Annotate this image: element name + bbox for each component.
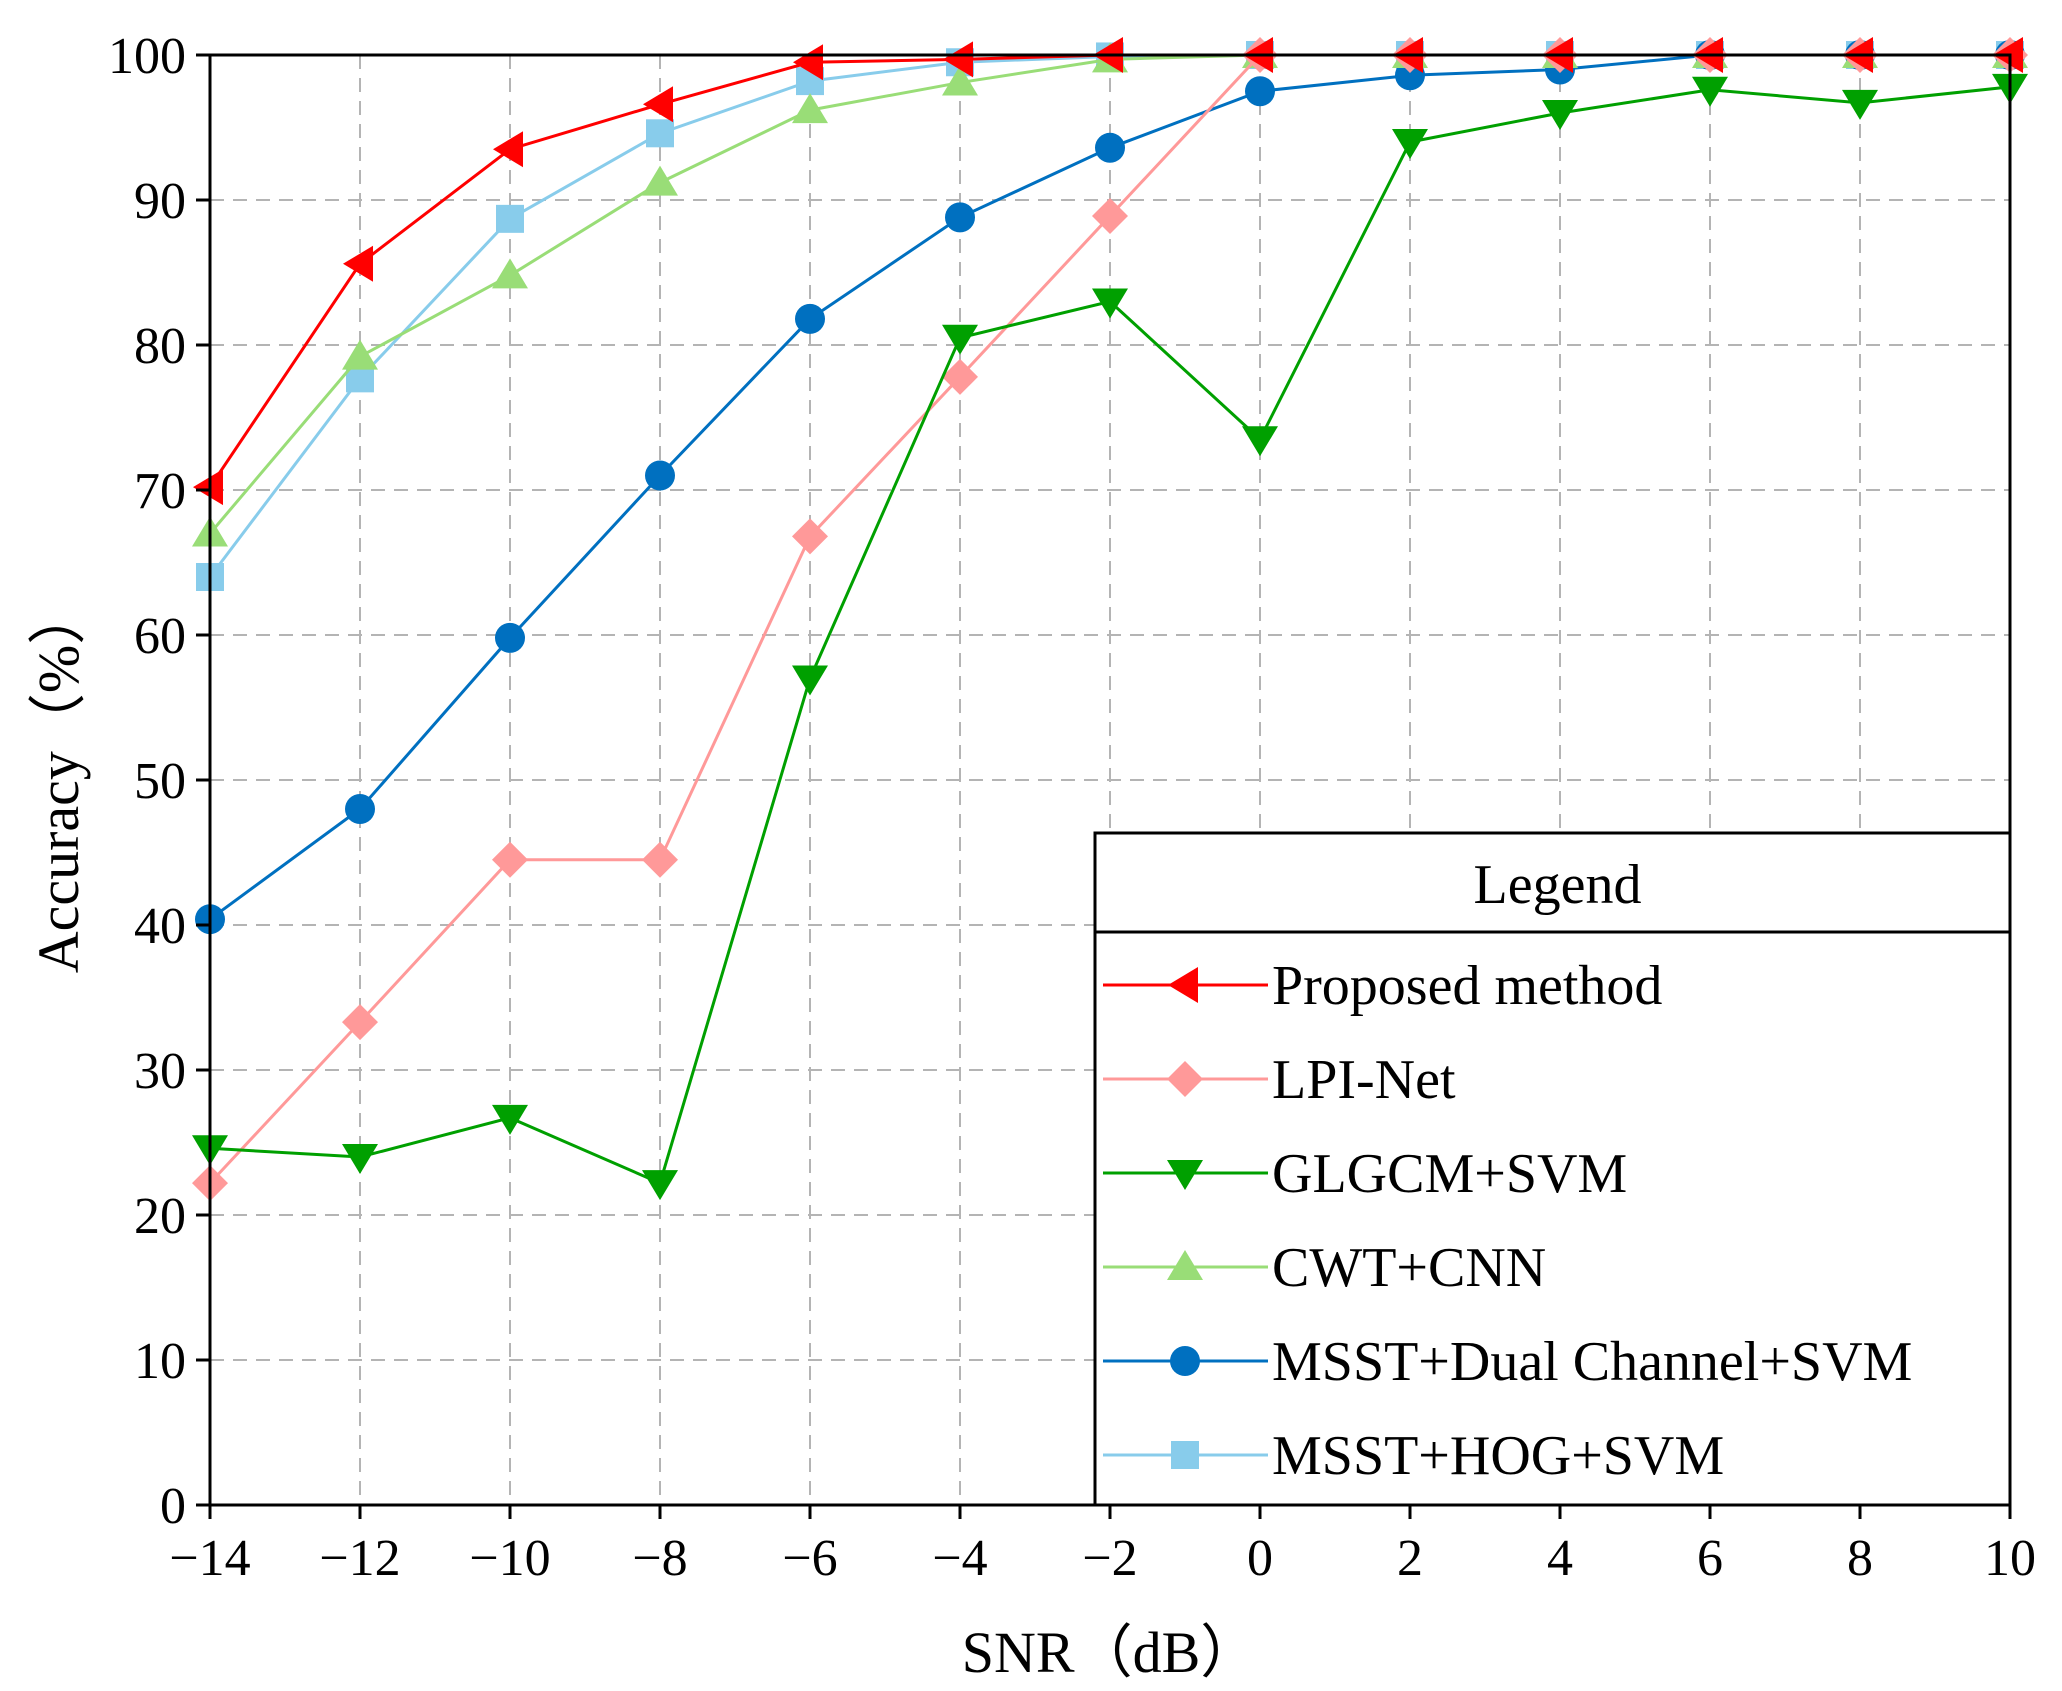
x-tick-label: −14 xyxy=(169,1530,250,1587)
y-tick-label: 0 xyxy=(160,1478,186,1535)
data-point xyxy=(792,518,828,555)
data-point xyxy=(1095,132,1125,163)
data-point xyxy=(793,44,823,81)
y-tick-label: 40 xyxy=(134,898,186,955)
data-point xyxy=(342,1004,378,1041)
data-point xyxy=(1245,76,1275,107)
y-tick-label: 60 xyxy=(134,608,186,665)
x-tick-label: 2 xyxy=(1397,1530,1423,1587)
y-tick-label: 20 xyxy=(134,1188,186,1245)
data-point xyxy=(642,841,678,878)
data-point xyxy=(1542,100,1578,130)
y-tick-label: 100 xyxy=(108,28,186,85)
data-point xyxy=(942,358,978,395)
data-point xyxy=(492,1104,528,1135)
legend-entry: CWT+CNN xyxy=(1103,1237,1546,1299)
legend-label: CWT+CNN xyxy=(1272,1237,1546,1299)
data-point xyxy=(795,303,825,334)
data-point xyxy=(496,204,524,233)
x-tick-label: −4 xyxy=(932,1530,987,1587)
x-tick-label: −8 xyxy=(632,1530,687,1587)
x-tick-label: 6 xyxy=(1697,1530,1723,1587)
legend-marker xyxy=(1170,1346,1200,1376)
data-point xyxy=(342,1144,378,1174)
x-tick-label: −2 xyxy=(1082,1530,1137,1587)
data-point xyxy=(643,86,673,123)
legend-label: GLGCM+SVM xyxy=(1272,1143,1627,1205)
data-point xyxy=(495,622,525,653)
data-point xyxy=(343,245,373,282)
data-point xyxy=(792,93,828,124)
legend-marker xyxy=(1171,1441,1199,1469)
data-point xyxy=(1092,197,1128,234)
data-point xyxy=(1392,129,1428,159)
data-point xyxy=(642,165,678,196)
x-tick-label: −10 xyxy=(469,1530,550,1587)
data-point xyxy=(943,41,973,78)
data-point xyxy=(345,794,375,824)
data-point xyxy=(492,841,528,878)
data-point xyxy=(1692,76,1728,107)
legend-entry: MSST+Dual Channel+SVM xyxy=(1103,1331,1912,1393)
x-tick-label: 4 xyxy=(1547,1530,1573,1587)
x-tick-label: 10 xyxy=(1984,1530,2036,1587)
legend-label: Proposed method xyxy=(1272,955,1662,1017)
legend-marker xyxy=(1167,1250,1203,1280)
y-tick-label: 90 xyxy=(134,173,186,230)
data-point xyxy=(945,202,975,233)
y-tick-label: 30 xyxy=(134,1043,186,1100)
data-point xyxy=(792,665,828,696)
data-point xyxy=(942,324,978,355)
legend-entry: LPI-Net xyxy=(1103,1049,1456,1111)
data-point xyxy=(1842,89,1878,120)
x-tick-label: −6 xyxy=(782,1530,837,1587)
x-axis-title: SNR（dB） xyxy=(962,1620,1259,1685)
legend-box xyxy=(1093,831,2012,1507)
data-point xyxy=(193,469,223,506)
x-tick-label: −12 xyxy=(319,1530,400,1587)
legend-entry: MSST+HOG+SVM xyxy=(1103,1425,1724,1487)
y-tick-label: 50 xyxy=(134,753,186,810)
data-point xyxy=(645,460,675,491)
data-point xyxy=(642,1170,678,1201)
data-point xyxy=(942,65,978,96)
axes-layer: −14 −12 −10 −8 −6 −4 −2 0 2 4 6 8 100102030405060708… xyxy=(108,28,2036,1587)
x-tick-label: 8 xyxy=(1847,1530,1873,1587)
legend-marker xyxy=(1167,1061,1203,1097)
legend-entry: GLGCM+SVM xyxy=(1103,1143,1627,1205)
legend-label: MSST+HOG+SVM xyxy=(1272,1425,1724,1487)
data-point xyxy=(342,339,378,370)
y-tick-label: 10 xyxy=(134,1333,186,1390)
data-point xyxy=(1092,288,1128,319)
data-point xyxy=(646,119,674,148)
y-tick-label: 80 xyxy=(134,318,186,375)
legend-title: Legend xyxy=(1474,854,1642,916)
legend-label: LPI-Net xyxy=(1272,1049,1456,1111)
data-point xyxy=(493,131,523,168)
legend-marker xyxy=(1168,967,1198,1003)
legend-label: MSST+Dual Channel+SVM xyxy=(1272,1331,1912,1393)
data-point xyxy=(492,258,528,289)
legend-marker xyxy=(1167,1160,1203,1190)
data-point xyxy=(1242,426,1278,457)
legend-entry: Proposed method xyxy=(1103,955,1662,1017)
y-tick-label: 70 xyxy=(134,463,186,520)
legend: Legend Proposed method LPI-Net GLGCM+SVM CWT… xyxy=(1093,831,2012,1507)
y-axis-title: Accuracy（%） xyxy=(26,587,91,974)
x-tick-label: 0 xyxy=(1247,1530,1273,1587)
